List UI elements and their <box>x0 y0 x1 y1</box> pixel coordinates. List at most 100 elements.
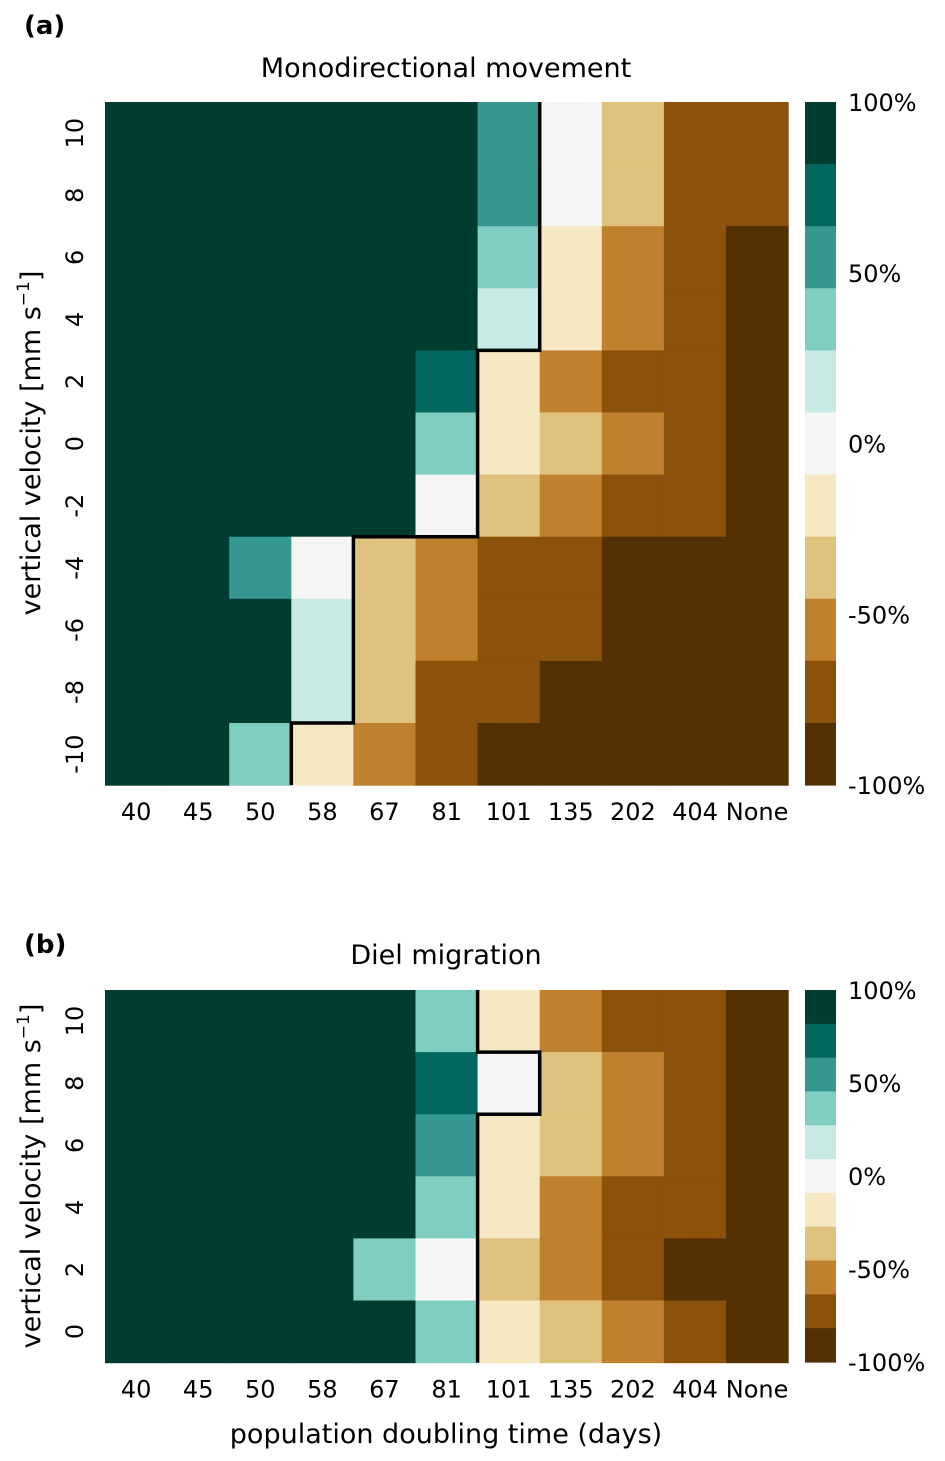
colorbar-segment <box>805 1328 836 1363</box>
heatmap-cell <box>353 102 417 165</box>
heatmap-cell <box>167 1300 230 1364</box>
heatmap-cell <box>663 723 727 786</box>
heatmap-cell <box>353 1052 417 1115</box>
heatmap-cell <box>167 350 230 414</box>
x-tick-label: 202 <box>610 1376 656 1404</box>
heatmap-cell <box>726 1052 789 1115</box>
colorbar-tick-label: 50% <box>848 260 901 288</box>
x-tick-label: 58 <box>307 798 338 826</box>
heatmap-cell <box>291 660 354 724</box>
heatmap-cell <box>415 1238 479 1302</box>
heatmap-cell <box>726 1114 789 1177</box>
heatmap-cell <box>601 102 665 165</box>
y-tick-label: 0 <box>61 1324 89 1339</box>
colorbar-tick-label: 50% <box>848 1070 901 1098</box>
heatmap-cell <box>726 598 789 662</box>
heatmap-cell <box>663 598 727 662</box>
colorbar-segment <box>805 474 836 538</box>
heatmap-cell <box>105 660 168 724</box>
colorbar-segment <box>805 598 836 662</box>
x-tick-label: 45 <box>183 1376 214 1404</box>
x-tick-label: 135 <box>548 798 594 826</box>
heatmap-cell <box>663 990 727 1053</box>
colorbar-segment <box>805 1091 836 1126</box>
heatmap-cell <box>229 164 292 227</box>
heatmap-cell <box>229 1052 292 1115</box>
colorbar-segment <box>805 990 836 1025</box>
heatmap-cell <box>539 536 603 600</box>
heatmap-cell <box>477 1176 541 1239</box>
panel-a-x-ticks: 40 45 50 58 67 81 101 135 202 404 None <box>121 798 789 826</box>
panel-b-title: Diel migration <box>350 940 541 971</box>
heatmap-cell <box>167 1176 230 1239</box>
y-tick-label: -8 <box>61 680 89 704</box>
heatmap-cell <box>726 474 789 538</box>
heatmap-cell <box>291 1052 354 1115</box>
panel-b: (b) Diel migration 10 8 6 4 2 0 40 45 50 58 67 81 1… <box>14 930 925 1450</box>
heatmap-cell <box>415 536 479 600</box>
heatmap-cell <box>663 660 727 724</box>
heatmap-cell <box>291 412 354 476</box>
heatmap-cell <box>291 598 354 662</box>
panel-b-label: (b) <box>24 930 66 960</box>
heatmap-cell <box>167 164 230 227</box>
y-tick-label: 10 <box>61 118 89 149</box>
heatmap-cell <box>105 1300 168 1364</box>
heatmap-cell <box>539 598 603 662</box>
panel-b-boundary-line <box>475 990 542 1363</box>
heatmap-cell <box>291 723 354 786</box>
heatmap-cell <box>415 660 479 724</box>
heatmap-cell <box>291 1300 354 1364</box>
heatmap-cell <box>663 288 727 351</box>
heatmap-cell <box>105 990 168 1053</box>
heatmap-cell <box>353 164 417 227</box>
y-tick-label: -6 <box>61 618 89 642</box>
colorbar-segment <box>805 722 836 786</box>
heatmap-cell <box>229 536 292 600</box>
colorbar-tick-label: -100% <box>848 772 925 800</box>
heatmap-cell <box>415 1176 479 1239</box>
y-tick-label: 6 <box>61 1138 89 1153</box>
y-tick-label: 10 <box>61 1006 89 1037</box>
x-tick-label: 50 <box>245 798 276 826</box>
heatmap-cell <box>291 1114 354 1177</box>
heatmap-cell <box>229 598 292 662</box>
heatmap-cell <box>105 536 168 600</box>
heatmap-cell <box>601 660 665 724</box>
colorbar-segment <box>805 226 836 289</box>
colorbar-segment <box>805 1023 836 1059</box>
x-tick-label: 58 <box>307 1376 338 1404</box>
heatmap-cell <box>229 990 292 1053</box>
heatmap-cell <box>291 350 354 414</box>
x-tick-label: 135 <box>548 1376 594 1404</box>
x-tick-label: 101 <box>486 798 532 826</box>
y-tick-label: 2 <box>61 374 89 389</box>
heatmap-cell <box>353 288 417 351</box>
heatmap-cell <box>477 412 541 476</box>
heatmap-cell <box>167 1238 230 1302</box>
heatmap-cell <box>105 102 168 165</box>
heatmap-cell <box>726 350 789 414</box>
colorbar-segment <box>805 536 836 600</box>
heatmap-cell <box>291 288 354 351</box>
heatmap-cell <box>477 1300 541 1364</box>
panel-b-y-axis-label: vertical velocity [mm s−1] <box>14 1004 47 1349</box>
heatmap-cell <box>167 723 230 786</box>
colorbar-segment <box>805 1294 836 1329</box>
colorbar-tick-label: -50% <box>848 601 910 629</box>
heatmap-cell <box>477 598 541 662</box>
heatmap-cell <box>726 1300 789 1364</box>
heatmap-cell <box>353 536 417 600</box>
heatmap-cell <box>415 1052 479 1115</box>
heatmap-cell <box>477 226 541 289</box>
panel-a-heatmap-cells <box>105 102 789 786</box>
panel-a: (a) Monodirectional movement 10 8 6 4 2 0 -2 -4… <box>14 11 925 826</box>
heatmap-cell <box>353 1300 417 1364</box>
panel-a-colorbar <box>805 102 836 786</box>
x-tick-label: 81 <box>431 1376 462 1404</box>
panel-b-x-ticks: 40 45 50 58 67 81 101 135 202 404 None <box>121 1376 789 1404</box>
heatmap-cell <box>353 598 417 662</box>
heatmap-cell <box>415 226 479 289</box>
y-tick-label: 0 <box>61 436 89 451</box>
